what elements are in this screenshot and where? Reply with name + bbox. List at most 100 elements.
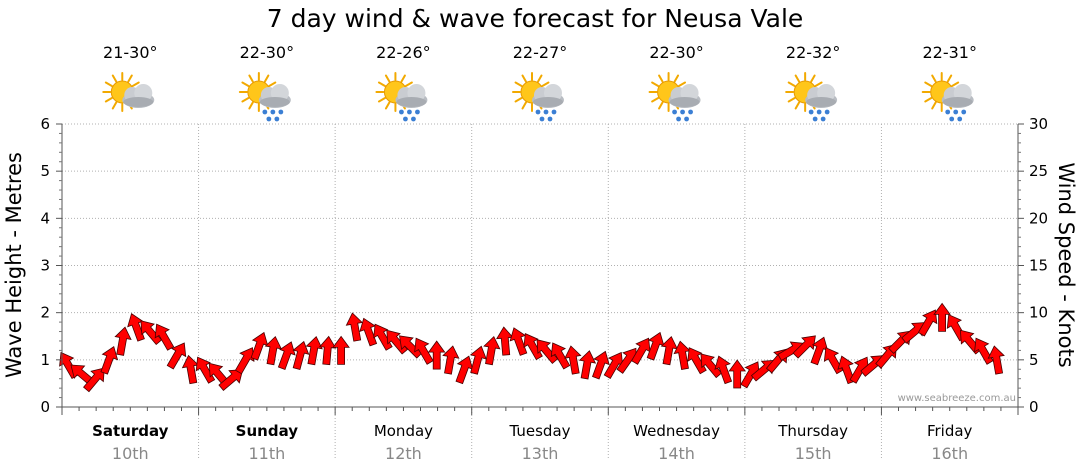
left-tick-label: 0 xyxy=(40,398,50,416)
wind-arrow xyxy=(603,351,624,380)
day-name-label: Wednesday xyxy=(633,422,720,440)
day-temperature: 22-30° xyxy=(240,43,295,62)
grid-lines xyxy=(62,123,1018,459)
day-temperature: 22-26° xyxy=(376,43,431,62)
wind-arrow xyxy=(469,345,487,375)
wind-arrow xyxy=(455,355,474,385)
day-name-label: Tuesday xyxy=(508,422,570,440)
wind-arrow xyxy=(917,309,938,337)
wind-arrow xyxy=(849,356,870,384)
wind-arrow xyxy=(359,317,378,347)
right-axis-title: Wind Speed - Knots xyxy=(1054,162,1078,367)
left-tick-label: 6 xyxy=(40,115,50,133)
wind-arrow xyxy=(166,342,187,370)
day-temperature: 22-27° xyxy=(513,43,568,62)
wind-arrow xyxy=(810,336,829,366)
wind-arrow xyxy=(332,335,350,365)
wind-arrow xyxy=(83,367,105,393)
wind-arrow xyxy=(218,369,244,391)
wind-arrow xyxy=(483,335,501,366)
day-labels: Saturday 10th Sunday 11th Monday 12th Tuesday 1… xyxy=(92,422,972,463)
right-tick-label: 25 xyxy=(1029,162,1048,180)
wind-arrow xyxy=(114,326,132,356)
wind-arrow xyxy=(550,342,571,370)
day-name-label: Friday xyxy=(927,422,973,440)
wind-arrow xyxy=(292,340,310,371)
right-tick-label: 10 xyxy=(1029,304,1048,322)
wind-arrow xyxy=(127,313,145,342)
right-tick-label: 0 xyxy=(1029,398,1039,416)
wind-arrow xyxy=(414,337,434,365)
wind-arrow xyxy=(700,353,723,379)
sun-cloud-rain-icon xyxy=(785,72,838,122)
partly-cloudy-icon xyxy=(102,72,155,112)
day-temperature: 22-31° xyxy=(922,43,977,62)
wind-arrow xyxy=(578,350,597,380)
day-date-label: 15th xyxy=(795,444,832,463)
day-date-label: 14th xyxy=(658,444,695,463)
left-tick-label: 1 xyxy=(40,351,50,369)
sun-cloud-rain-icon xyxy=(375,72,428,122)
wind-arrow xyxy=(59,351,79,380)
wind-arrow xyxy=(427,340,446,370)
wind-arrow xyxy=(660,335,679,366)
wind-arrow xyxy=(792,335,816,359)
wind-arrow xyxy=(140,320,163,346)
wind-arrow xyxy=(496,326,514,356)
day-temperature: 22-32° xyxy=(786,43,841,62)
right-tick-label: 20 xyxy=(1029,209,1048,227)
right-tick-label: 15 xyxy=(1029,257,1048,275)
right-tick-label: 5 xyxy=(1029,351,1039,369)
wind-arrow xyxy=(536,339,559,364)
left-axis-ticks: 0 1 2 3 4 5 6 xyxy=(40,115,62,416)
daily-weather-row: 21-30° 22-30° 22-26° 22-27° 22-30° 22-32° 22-3… xyxy=(102,43,977,122)
wind-arrow xyxy=(154,323,175,351)
day-name-label: Monday xyxy=(374,422,433,440)
wind-arrow xyxy=(987,345,1005,375)
sun-cloud-rain-icon xyxy=(512,72,564,122)
left-tick-label: 3 xyxy=(40,257,50,275)
left-axis-title: Wave Height - Metres xyxy=(2,152,26,378)
chart-title: 7 day wind & wave forecast for Neusa Val… xyxy=(267,4,804,33)
right-axis-ticks: 0 5 10 15 20 25 30 xyxy=(1018,115,1048,416)
sun-cloud-rain-icon xyxy=(238,72,291,122)
day-temperature: 21-30° xyxy=(103,43,158,62)
day-name-label: Thursday xyxy=(777,422,848,440)
sun-cloud-rain-icon xyxy=(921,72,974,122)
wind-arrow xyxy=(714,355,733,385)
wind-arrow xyxy=(933,302,951,332)
day-date-label: 10th xyxy=(112,444,149,463)
left-tick-label: 2 xyxy=(40,304,50,322)
day-name-label: Sunday xyxy=(236,422,299,440)
sun-cloud-rain-icon xyxy=(648,72,701,122)
left-tick-label: 4 xyxy=(40,209,50,227)
day-date-label: 11th xyxy=(248,444,285,463)
wind-arrows xyxy=(59,302,1005,393)
day-temperature: 22-30° xyxy=(649,43,704,62)
wind-arrow xyxy=(673,340,691,370)
wind-arrow xyxy=(509,327,528,356)
wind-arrow xyxy=(345,312,364,342)
wind-arrow xyxy=(305,335,323,366)
wind-arrow xyxy=(277,341,296,370)
right-tick-label: 30 xyxy=(1029,115,1048,133)
wind-arrow xyxy=(631,337,651,365)
wind-arrow xyxy=(592,350,610,380)
left-tick-label: 5 xyxy=(40,162,50,180)
day-date-label: 13th xyxy=(522,444,559,463)
wind-arrow xyxy=(318,335,337,366)
wind-arrow xyxy=(264,335,283,366)
day-date-label: 16th xyxy=(931,444,968,463)
wind-arrow xyxy=(181,354,200,385)
day-name-label: Saturday xyxy=(92,422,169,440)
wind-arrow xyxy=(646,331,665,361)
wind-arrow xyxy=(250,331,269,361)
wind-arrow xyxy=(728,359,746,389)
wind-arrow xyxy=(100,346,119,375)
wind-arrow xyxy=(442,345,460,375)
wind-arrow xyxy=(564,345,582,375)
watermark: www.seabreeze.com.au xyxy=(898,393,1016,404)
day-date-label: 12th xyxy=(385,444,422,463)
wind-arrow xyxy=(740,361,760,389)
